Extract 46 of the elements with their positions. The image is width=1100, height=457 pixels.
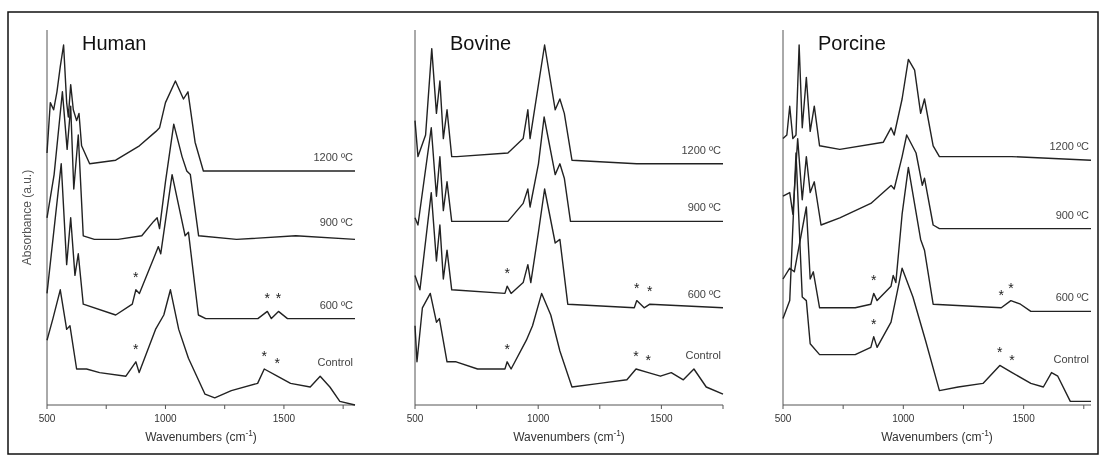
annotation: * bbox=[998, 286, 1005, 303]
x-tick-label: 500 bbox=[38, 413, 56, 424]
annotation: * bbox=[997, 344, 1004, 361]
annotation: * bbox=[133, 340, 140, 357]
series-label: 1200 ºC bbox=[1049, 140, 1090, 153]
annotation: * bbox=[647, 283, 654, 300]
series-label: 900 ºC bbox=[1055, 208, 1090, 221]
x-tick-label: 1500 bbox=[272, 413, 296, 424]
series-label: Control bbox=[685, 349, 721, 361]
annotation: * bbox=[870, 272, 877, 289]
series-label: Control bbox=[317, 356, 353, 369]
series-label: 600 ºC bbox=[319, 298, 354, 311]
series-label: 600 ºC bbox=[687, 287, 722, 300]
x-tick-label: 1500 bbox=[1012, 413, 1036, 424]
series-label: 600 ºC bbox=[1055, 291, 1090, 304]
x-tick-label: 1500 bbox=[650, 413, 673, 424]
annotation: * bbox=[870, 315, 877, 332]
annotation: * bbox=[264, 290, 271, 307]
x-tick-label: 1000 bbox=[154, 413, 178, 424]
chart-title: Porcine bbox=[818, 32, 886, 54]
chart-title: Human bbox=[82, 32, 147, 54]
series-label: 1200 ºC bbox=[313, 151, 354, 163]
annotation: * bbox=[274, 355, 281, 372]
chart-title: Bovine bbox=[450, 32, 512, 54]
series-label: 1200 ºC bbox=[681, 143, 722, 156]
annotation: * bbox=[504, 340, 511, 357]
series-label: 900 ºC bbox=[687, 201, 722, 214]
series-label: Control bbox=[1053, 352, 1089, 365]
x-axis-title: Wavenumbers (cm$^{-1}$) bbox=[145, 428, 257, 444]
annotation: * bbox=[275, 290, 282, 307]
x-axis-title: Wavenumbers (cm$^{-1}$) bbox=[513, 428, 625, 444]
annotation: * bbox=[1009, 351, 1016, 368]
x-tick-label: 500 bbox=[774, 413, 792, 424]
y-axis-title: Absorbance (a.u.) bbox=[20, 169, 34, 266]
annotation: * bbox=[133, 268, 140, 285]
annotation: * bbox=[633, 348, 640, 364]
annotation: * bbox=[1008, 279, 1015, 296]
series-label: 900 ºC bbox=[319, 215, 354, 228]
x-tick-label: 500 bbox=[406, 413, 424, 424]
annotation: * bbox=[645, 351, 652, 368]
x-tick-label: 1000 bbox=[892, 413, 915, 424]
annotation: * bbox=[504, 265, 511, 282]
x-axis-title: Wavenumbers (cm$^{-1}$) bbox=[881, 428, 993, 444]
annotation: * bbox=[634, 279, 641, 296]
annotation: * bbox=[261, 348, 268, 364]
x-tick-label: 1000 bbox=[527, 413, 550, 424]
